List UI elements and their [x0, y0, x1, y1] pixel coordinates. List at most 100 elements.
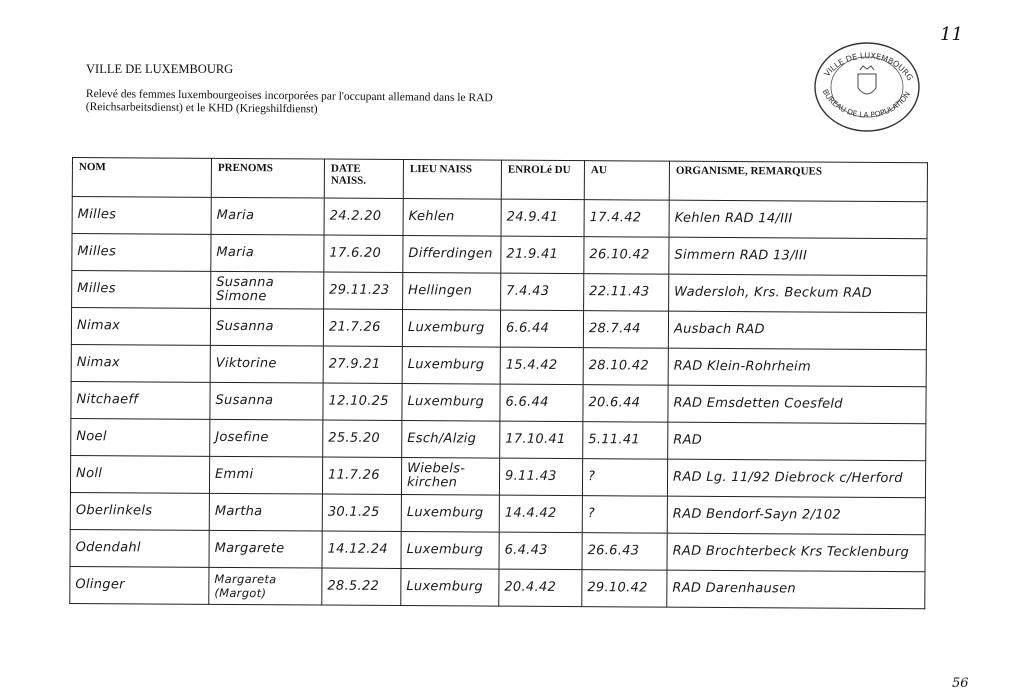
cell-lieu-naiss: Hellingen: [402, 272, 501, 311]
col-enrole-du: ENROLé DU: [501, 160, 585, 200]
table-row: Milles Susanna Simone 29.11.23 Hellingen 7.4…: [71, 270, 927, 313]
table-row: Nimax Viktorine 27.9.21 Luxemburg 15.4.42 28.…: [71, 344, 927, 387]
cell-date-naiss: 27.9.21: [323, 346, 403, 384]
cell-nom: Olinger: [69, 566, 209, 605]
cell-lieu-naiss: Esch/Alzig: [401, 420, 500, 459]
cell-lieu-naiss: Wiebels-kirchen: [401, 457, 500, 496]
cell-nom: Milles: [71, 233, 212, 272]
cell-au: 26.10.42: [583, 236, 670, 275]
table-row: Olinger Margareta (Margot) 28.5.22 Luxembur…: [69, 566, 925, 609]
cell-nom: Milles: [72, 196, 212, 235]
cell-enrole-du: 20.4.42: [498, 569, 582, 607]
cell-au: 22.11.43: [583, 273, 669, 312]
cell-organisme: RAD Darenhausen: [666, 570, 925, 609]
cell-au: 28.10.42: [583, 347, 669, 386]
cell-prenoms: Martha: [209, 493, 323, 532]
cell-enrole-du: 6.6.44: [499, 384, 584, 422]
svg-text:BUREAU DE LA POPULATION: BUREAU DE LA POPULATION: [821, 88, 912, 120]
cell-au: 29.10.42: [581, 569, 667, 608]
cell-date-naiss: 11.7.26: [322, 457, 402, 495]
cell-enrole-du: 6.4.43: [498, 532, 583, 570]
document-subtitle: Relevé des femmes luxembourgeoises incor…: [85, 88, 493, 116]
cell-nom: Nimax: [71, 307, 211, 346]
cell-date-naiss: 17.6.20: [323, 235, 404, 273]
col-lieu-naiss: LIEU NAISS: [403, 159, 502, 200]
cell-nom: Nimax: [71, 344, 211, 383]
cell-prenoms: Margarete: [208, 530, 323, 569]
cell-prenoms: Maria: [210, 234, 325, 273]
cell-nom: Oberlinkels: [70, 492, 210, 531]
document-title: VILLE DE LUXEMBOURG: [86, 62, 234, 76]
cell-lieu-naiss: Luxemburg: [400, 531, 500, 570]
cell-au: 26.6.43: [581, 532, 668, 571]
cell-enrole-du: 6.6.44: [500, 310, 584, 348]
cell-au: 28.7.44: [583, 310, 669, 349]
table-row: Nitchaeff Susanna 12.10.25 Luxemburg 6.6.44 2…: [70, 381, 927, 424]
table-header-row: NOM PRENOMS DATE NAISS. LIEU NAISS ENROL…: [72, 157, 928, 202]
cell-au: ?: [582, 458, 668, 497]
table-row: Noel Josefine 25.5.20 Esch/Alzig 17.10.41 5.1…: [70, 418, 926, 461]
table-row: Milles Maria 17.6.20 Differdingen 21.9.41 26.…: [71, 233, 928, 276]
cell-prenoms: Susanna Simone: [210, 271, 324, 310]
col-au: AU: [584, 160, 670, 201]
records-table: NOM PRENOMS DATE NAISS. LIEU NAISS ENROL…: [69, 157, 928, 609]
cell-prenoms: Margareta (Margot): [208, 567, 322, 606]
cell-prenoms: Maria: [211, 197, 325, 236]
cell-enrole-du: 24.9.41: [501, 199, 585, 237]
cell-lieu-naiss: Luxemburg: [401, 383, 501, 422]
cell-lieu-naiss: Luxemburg: [401, 494, 500, 533]
cell-date-naiss: 28.5.22: [321, 568, 401, 606]
cell-date-naiss: 12.10.25: [322, 383, 403, 421]
cell-lieu-naiss: Differdingen: [402, 235, 502, 274]
col-prenoms: PRENOMS: [211, 158, 325, 199]
cell-prenoms: Emmi: [209, 456, 323, 495]
cell-organisme: RAD: [667, 422, 926, 461]
cell-enrole-du: 9.11.43: [499, 458, 583, 496]
cell-prenoms: Susanna: [210, 308, 324, 347]
col-date-naiss: DATE NAISS.: [324, 159, 404, 199]
col-nom: NOM: [72, 157, 212, 198]
cell-date-naiss: 24.2.20: [324, 198, 404, 236]
cell-au: ?: [582, 495, 668, 534]
table-row: Noll Emmi 11.7.26 Wiebels-kirchen 9.11.43? RA…: [70, 455, 926, 498]
cell-organisme: Ausbach RAD: [668, 311, 927, 350]
cell-organisme: Kehlen RAD 14/III: [669, 200, 928, 239]
cell-enrole-du: 15.4.42: [500, 347, 584, 385]
cell-lieu-naiss: Luxemburg: [402, 309, 501, 348]
cell-date-naiss: 21.7.26: [323, 309, 403, 347]
cell-enrole-du: 14.4.42: [499, 495, 583, 533]
cell-date-naiss: 29.11.23: [323, 272, 403, 310]
cell-au: 17.4.42: [584, 199, 670, 238]
cell-organisme: Simmern RAD 13/III: [668, 237, 928, 276]
footer-number: 56: [952, 676, 969, 691]
cell-nom: Milles: [71, 270, 211, 309]
cell-organisme: RAD Bendorf-Sayn 2/102: [667, 496, 926, 535]
cell-nom: Odendahl: [69, 529, 210, 568]
cell-nom: Noll: [70, 455, 210, 494]
cell-organisme: Wadersloh, Krs. Beckum RAD: [668, 274, 927, 313]
cell-organisme: RAD Brochterbeck Krs Tecklenburg: [666, 533, 926, 572]
table-row: Milles Maria 24.2.20 Kehlen 24.9.41 17.4.42 Ke…: [72, 196, 928, 239]
cell-prenoms: Susanna: [209, 382, 324, 421]
svg-text:VILLE DE LUXEMBOURG: VILLE DE LUXEMBOURG: [822, 51, 914, 82]
cell-date-naiss: 30.1.25: [322, 494, 402, 532]
page-number: 11: [940, 24, 963, 45]
table-row: Oberlinkels Martha 30.1.25 Luxemburg 14.4.42…: [70, 492, 926, 535]
cell-enrole-du: 17.10.41: [499, 421, 583, 459]
table-row: Odendahl Margarete 14.12.24 Luxemburg 6.4.43…: [69, 529, 926, 572]
cell-nom: Noel: [70, 418, 210, 457]
cell-enrole-du: 21.9.41: [500, 236, 585, 274]
cell-organisme: RAD Emsdetten Coesfeld: [667, 385, 927, 424]
col-organisme: ORGANISME, REMARQUES: [669, 161, 928, 202]
cell-lieu-naiss: Kehlen: [403, 198, 502, 237]
cell-nom: Nitchaeff: [70, 381, 211, 420]
cell-lieu-naiss: Luxemburg: [402, 346, 501, 385]
cell-prenoms: Viktorine: [210, 345, 324, 384]
cell-organisme: RAD Lg. 11/92 Diebrock c/Herford: [667, 459, 926, 498]
official-stamp: VILLE DE LUXEMBOURG BUREAU DE LA POPULAT…: [808, 38, 926, 136]
table-row: Nimax Susanna 21.7.26 Luxemburg 6.6.44 28.7.4…: [71, 307, 927, 350]
cell-date-naiss: 25.5.20: [322, 420, 402, 458]
cell-enrole-du: 7.4.43: [500, 273, 584, 311]
cell-date-naiss: 14.12.24: [321, 531, 402, 569]
cell-au: 20.6.44: [582, 384, 669, 423]
